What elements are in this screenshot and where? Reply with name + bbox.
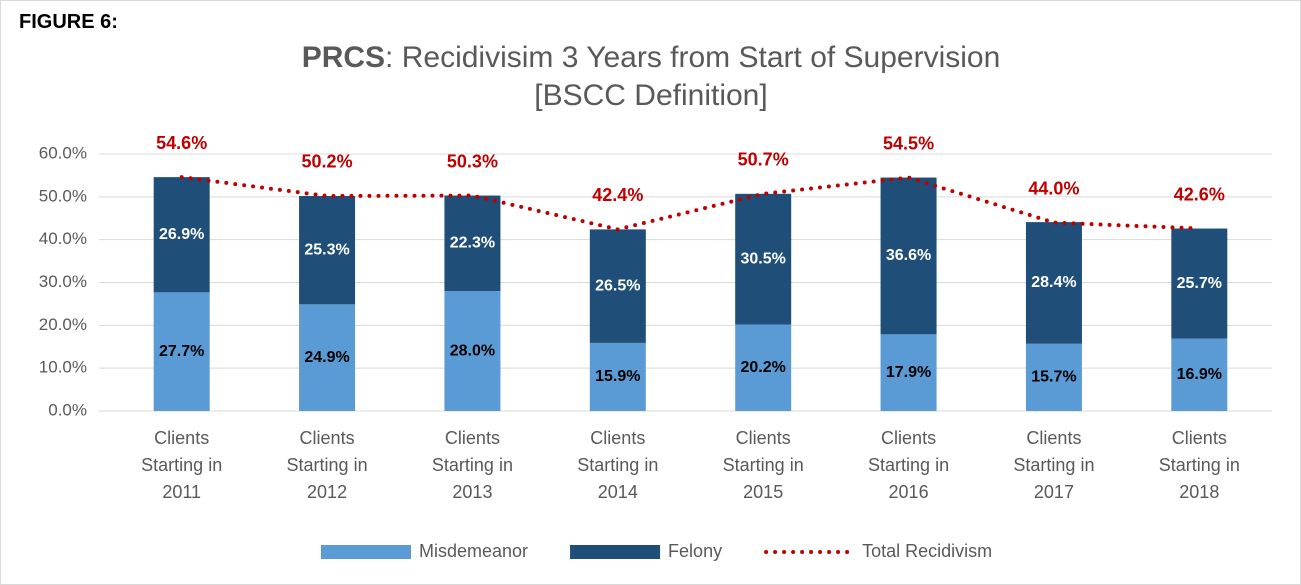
data-label: 25.3%	[304, 241, 349, 258]
legend-label: Felony	[668, 541, 722, 561]
bar-segment	[153, 177, 210, 293]
data-label: 44.0%	[1028, 178, 1079, 198]
x-tick-label: Clients Starting in 2013	[431, 428, 513, 502]
data-label: 54.6%	[156, 133, 207, 153]
y-tick-label: 60.0%	[39, 143, 87, 162]
line-series	[179, 175, 1202, 232]
bar-segment	[444, 195, 501, 292]
bar-segment	[589, 342, 646, 411]
bar-segment	[299, 195, 356, 305]
data-label: 50.3%	[447, 151, 498, 171]
legend-swatch	[570, 545, 661, 559]
y-tick-label: 30.0%	[39, 272, 87, 291]
bar-segment	[735, 193, 792, 325]
bar-segment	[589, 229, 646, 343]
y-tick-label: 0.0%	[48, 400, 87, 419]
data-label: 28.4%	[1031, 274, 1076, 291]
bar-segment	[735, 324, 792, 411]
data-label: 26.5%	[595, 277, 640, 294]
data-label: 26.9%	[159, 226, 204, 243]
y-tick-label: 50.0%	[39, 186, 87, 205]
bar-segment	[444, 291, 501, 411]
bar-segment	[880, 334, 937, 411]
bar-segment	[1025, 343, 1082, 411]
data-label: 15.9%	[595, 368, 640, 385]
bar-segment	[1025, 222, 1082, 344]
chart-title: PRCS: Recidivisim 3 Years from Start of …	[271, 39, 1031, 115]
data-label: 50.7%	[738, 150, 789, 170]
data-label: 42.6%	[1174, 184, 1225, 204]
bar-segment	[1171, 338, 1228, 411]
x-tick-label: Clients Starting in 2015	[722, 428, 804, 502]
data-label: 17.9%	[886, 364, 931, 381]
bar-segment	[1171, 228, 1228, 339]
y-tick-label: 40.0%	[39, 229, 87, 248]
bar-segment	[880, 177, 937, 335]
x-tick-label: Clients Starting in 2014	[577, 428, 659, 502]
data-label: 54.5%	[883, 133, 934, 153]
bar-segment	[299, 304, 356, 411]
x-tick-label: Clients Starting in 2011	[141, 428, 223, 502]
data-label: 50.2%	[302, 152, 353, 172]
data-label: 20.2%	[741, 359, 786, 376]
data-label: 22.3%	[450, 235, 495, 252]
data-label: 30.5%	[741, 250, 786, 267]
x-tick-label: Clients Starting in 2016	[868, 428, 950, 502]
data-label: 24.9%	[304, 349, 349, 366]
data-label: 28.0%	[450, 342, 495, 359]
x-tick-label: Clients Starting in 2018	[1158, 428, 1240, 502]
data-label: 27.7%	[159, 343, 204, 360]
data-label: 15.7%	[1031, 369, 1076, 386]
y-tick-label: 10.0%	[39, 358, 87, 377]
x-tick-label: Clients Starting in 2012	[286, 428, 368, 502]
figure-label: FIGURE 6:	[19, 11, 118, 33]
legend-label: Total Recidivism	[862, 541, 992, 561]
data-label: 42.4%	[592, 185, 643, 205]
bar-segment	[153, 292, 210, 411]
x-tick-label: Clients Starting in 2017	[1013, 428, 1095, 502]
title-text: : Recidivisim 3 Years from Start of Supe…	[385, 41, 1001, 112]
data-label: 25.7%	[1177, 275, 1222, 292]
data-label: 16.9%	[1177, 366, 1222, 383]
data-label: 36.6%	[886, 247, 931, 264]
legend-label: Misdemeanor	[419, 541, 528, 561]
title-emphasis: PRCS	[301, 41, 386, 74]
legend-swatch	[321, 545, 411, 559]
y-tick-label: 20.0%	[39, 315, 87, 334]
